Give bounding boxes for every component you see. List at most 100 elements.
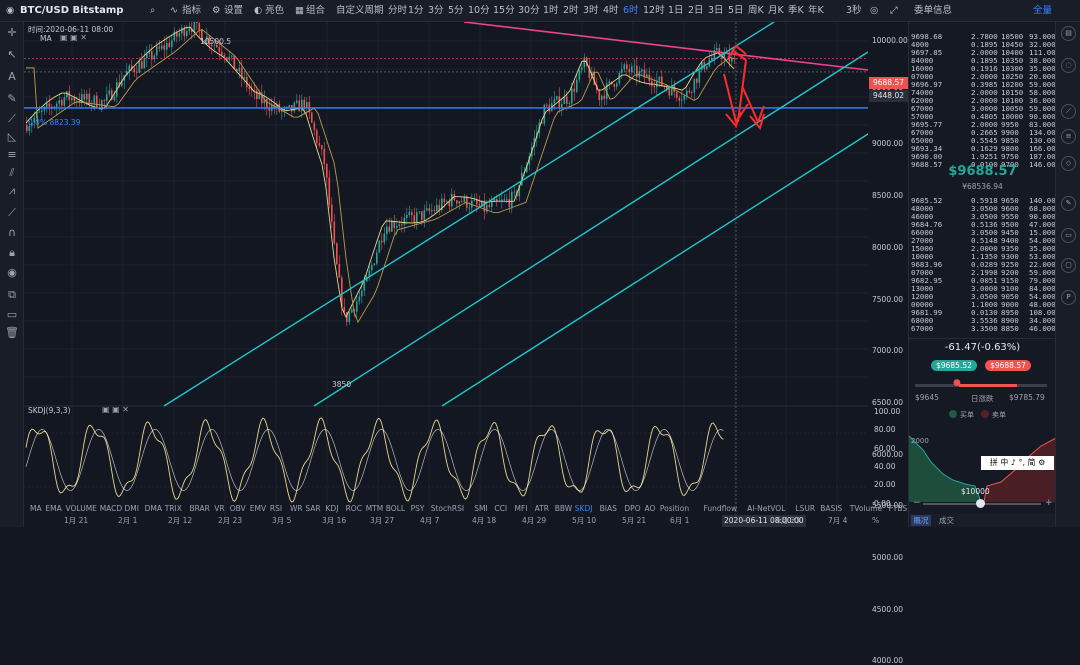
refresh-label[interactable]: 3秒 xyxy=(846,5,862,16)
symbol-label[interactable]: BTC/USD Bitstamp xyxy=(20,5,124,16)
tab-overview[interactable]: 概况 xyxy=(911,515,931,526)
interval-5[interactable]: 15分 xyxy=(493,5,515,16)
brush-icon[interactable]: ✎ xyxy=(7,92,17,105)
tab-trades[interactable]: 成交 xyxy=(939,516,954,525)
indicator-tab-22[interactable]: MFI xyxy=(514,504,528,513)
chat-icon[interactable]: ◌ xyxy=(1061,58,1076,73)
interval-15[interactable]: 3日 xyxy=(708,5,724,16)
indicator-tab-20[interactable]: SMI xyxy=(474,504,488,513)
copy-icon[interactable]: ⧉ xyxy=(8,288,16,301)
interval-13[interactable]: 1日 xyxy=(668,5,684,16)
cursor-icon[interactable]: ↖ xyxy=(7,48,17,61)
camera-icon[interactable]: ◎ xyxy=(870,5,879,16)
interval-17[interactable]: 周K xyxy=(748,5,764,16)
interval-9[interactable]: 3时 xyxy=(583,5,599,16)
interval-19[interactable]: 季K xyxy=(788,5,804,16)
indicators-icon[interactable]: ∿ xyxy=(170,5,178,16)
indicator-tab-25[interactable]: SKDJ xyxy=(574,504,593,513)
triangle-icon[interactable]: ◺ xyxy=(7,130,17,143)
indicator-tab-13[interactable]: SAR xyxy=(305,504,321,513)
settings-button[interactable]: 设置 xyxy=(224,5,244,16)
theme-button[interactable]: 亮色 xyxy=(265,5,285,16)
crosshair-icon[interactable]: ✛ xyxy=(7,26,17,39)
zoom-slider-handle[interactable] xyxy=(976,499,985,508)
pro-icon[interactable]: P xyxy=(1061,290,1076,305)
indicator-tab-34[interactable]: TVolume xyxy=(849,504,883,513)
interval-18[interactable]: 月K xyxy=(768,5,784,16)
window-icon[interactable]: ▢ xyxy=(1061,258,1076,273)
indicator-tab-19[interactable]: StochRSI xyxy=(430,504,465,513)
lock-icon[interactable]: 🔒︎ xyxy=(9,246,15,259)
custom-period-button[interactable]: 自定义周期 xyxy=(336,5,384,16)
interval-20[interactable]: 年K xyxy=(808,5,824,16)
chart-area[interactable]: 时间:2020-06-11 08:00 MA ▣ ▣ ✕ 10500.5 385… xyxy=(24,22,868,515)
indicator-tab-23[interactable]: ATR xyxy=(534,504,549,513)
interval-4[interactable]: 10分 xyxy=(468,5,490,16)
price-chart[interactable] xyxy=(24,22,868,515)
list-icon[interactable]: ≡ xyxy=(1061,129,1076,144)
interval-7[interactable]: 1时 xyxy=(543,5,559,16)
interval-12[interactable]: 12时 xyxy=(643,5,665,16)
compass-icon[interactable]: ◇ xyxy=(1061,156,1076,171)
expand-icon[interactable]: ⤢ xyxy=(890,5,898,16)
combo-icon[interactable]: ▦ xyxy=(295,5,304,16)
indicator-tab-11[interactable]: RSI xyxy=(269,504,283,513)
indicator-tab-30[interactable]: Fundflow xyxy=(703,504,738,513)
layers-icon[interactable]: ▭ xyxy=(6,308,18,321)
indicator-tab-3[interactable]: MACD xyxy=(99,504,123,513)
indicator-tab-28[interactable]: AO xyxy=(644,504,656,513)
ruler-icon[interactable]: ⟋ xyxy=(8,206,16,219)
zoom-out-icon[interactable]: − xyxy=(913,498,921,508)
text-icon[interactable]: A xyxy=(8,70,16,83)
indicator-tab-14[interactable]: KDJ xyxy=(325,504,339,513)
zoom-in-icon[interactable]: + xyxy=(1045,498,1053,508)
interval-8[interactable]: 2时 xyxy=(563,5,579,16)
indicator-tab-12[interactable]: WR xyxy=(290,504,303,513)
indicator-tab-21[interactable]: CCI xyxy=(494,504,508,513)
doc-icon[interactable]: ▭ xyxy=(1061,228,1076,243)
interval-6[interactable]: 30分 xyxy=(518,5,540,16)
search-icon[interactable]: ⌕ xyxy=(150,5,156,16)
indicator-tab-10[interactable]: EMV xyxy=(249,504,267,513)
fib-icon[interactable]: ≡ xyxy=(7,148,17,161)
magnet-icon[interactable]: ∩ xyxy=(7,226,17,239)
trash-icon[interactable]: 🗑︎ xyxy=(5,326,19,339)
indicator-tab-2[interactable]: VOLUME xyxy=(65,504,97,513)
indicator-tab-35[interactable]: FTBS xyxy=(888,504,908,513)
indicator-tab-9[interactable]: OBV xyxy=(229,504,246,513)
indicator-tab-16[interactable]: MTM xyxy=(365,504,384,513)
indicator-tab-18[interactable]: PSY xyxy=(410,504,425,513)
book-icon[interactable]: ▤ xyxy=(1061,26,1076,41)
indicator-tab-31[interactable]: AI-NetVOL xyxy=(747,504,786,513)
ma-settings-icon[interactable]: ▣ ▣ ✕ xyxy=(60,33,87,42)
indicator-tab-0[interactable]: MA xyxy=(30,504,42,513)
trendline-icon[interactable]: ⟋ xyxy=(8,112,16,125)
indicator-tab-17[interactable]: BOLL xyxy=(385,504,406,513)
interval-0[interactable]: 分时 xyxy=(388,5,408,16)
indicator-tab-1[interactable]: EMA xyxy=(45,504,62,513)
bid-button[interactable]: $9685.52 xyxy=(931,360,977,371)
pen-icon[interactable]: ✎ xyxy=(1061,196,1076,211)
indicator-tab-5[interactable]: DMA xyxy=(144,504,162,513)
interval-3[interactable]: 5分 xyxy=(448,5,464,16)
indicators-button[interactable]: 指标 xyxy=(182,5,202,16)
combo-button[interactable]: 组合 xyxy=(306,5,326,16)
pattern-icon[interactable]: ⩘ xyxy=(8,184,16,197)
indicator-tab-24[interactable]: BBW xyxy=(554,504,573,513)
ime-toolbar[interactable]: 拼 中 ♪ °, 简 ⚙ xyxy=(981,456,1054,470)
indicator-tab-8[interactable]: VR xyxy=(214,504,225,513)
indicator-tab-33[interactable]: BASIS xyxy=(820,504,843,513)
interval-10[interactable]: 4时 xyxy=(603,5,619,16)
percent-toggle[interactable]: % xyxy=(872,516,880,525)
indicator-tab-32[interactable]: LSUR xyxy=(795,504,816,513)
osc-settings-icon[interactable]: ▣ ▣ ✕ xyxy=(102,405,129,414)
channel-icon[interactable]: ⫽ xyxy=(9,166,15,179)
theme-icon[interactable]: ◐ xyxy=(254,5,263,16)
interval-11[interactable]: 6时 xyxy=(623,5,639,16)
indicator-tab-4[interactable]: DMI xyxy=(124,504,139,513)
interval-16[interactable]: 5日 xyxy=(728,5,744,16)
eye-icon[interactable]: ◉ xyxy=(7,266,17,279)
gear-icon[interactable]: ⚙ xyxy=(212,5,221,16)
indicator-tab-29[interactable]: Position xyxy=(659,504,690,513)
interval-2[interactable]: 3分 xyxy=(428,5,444,16)
